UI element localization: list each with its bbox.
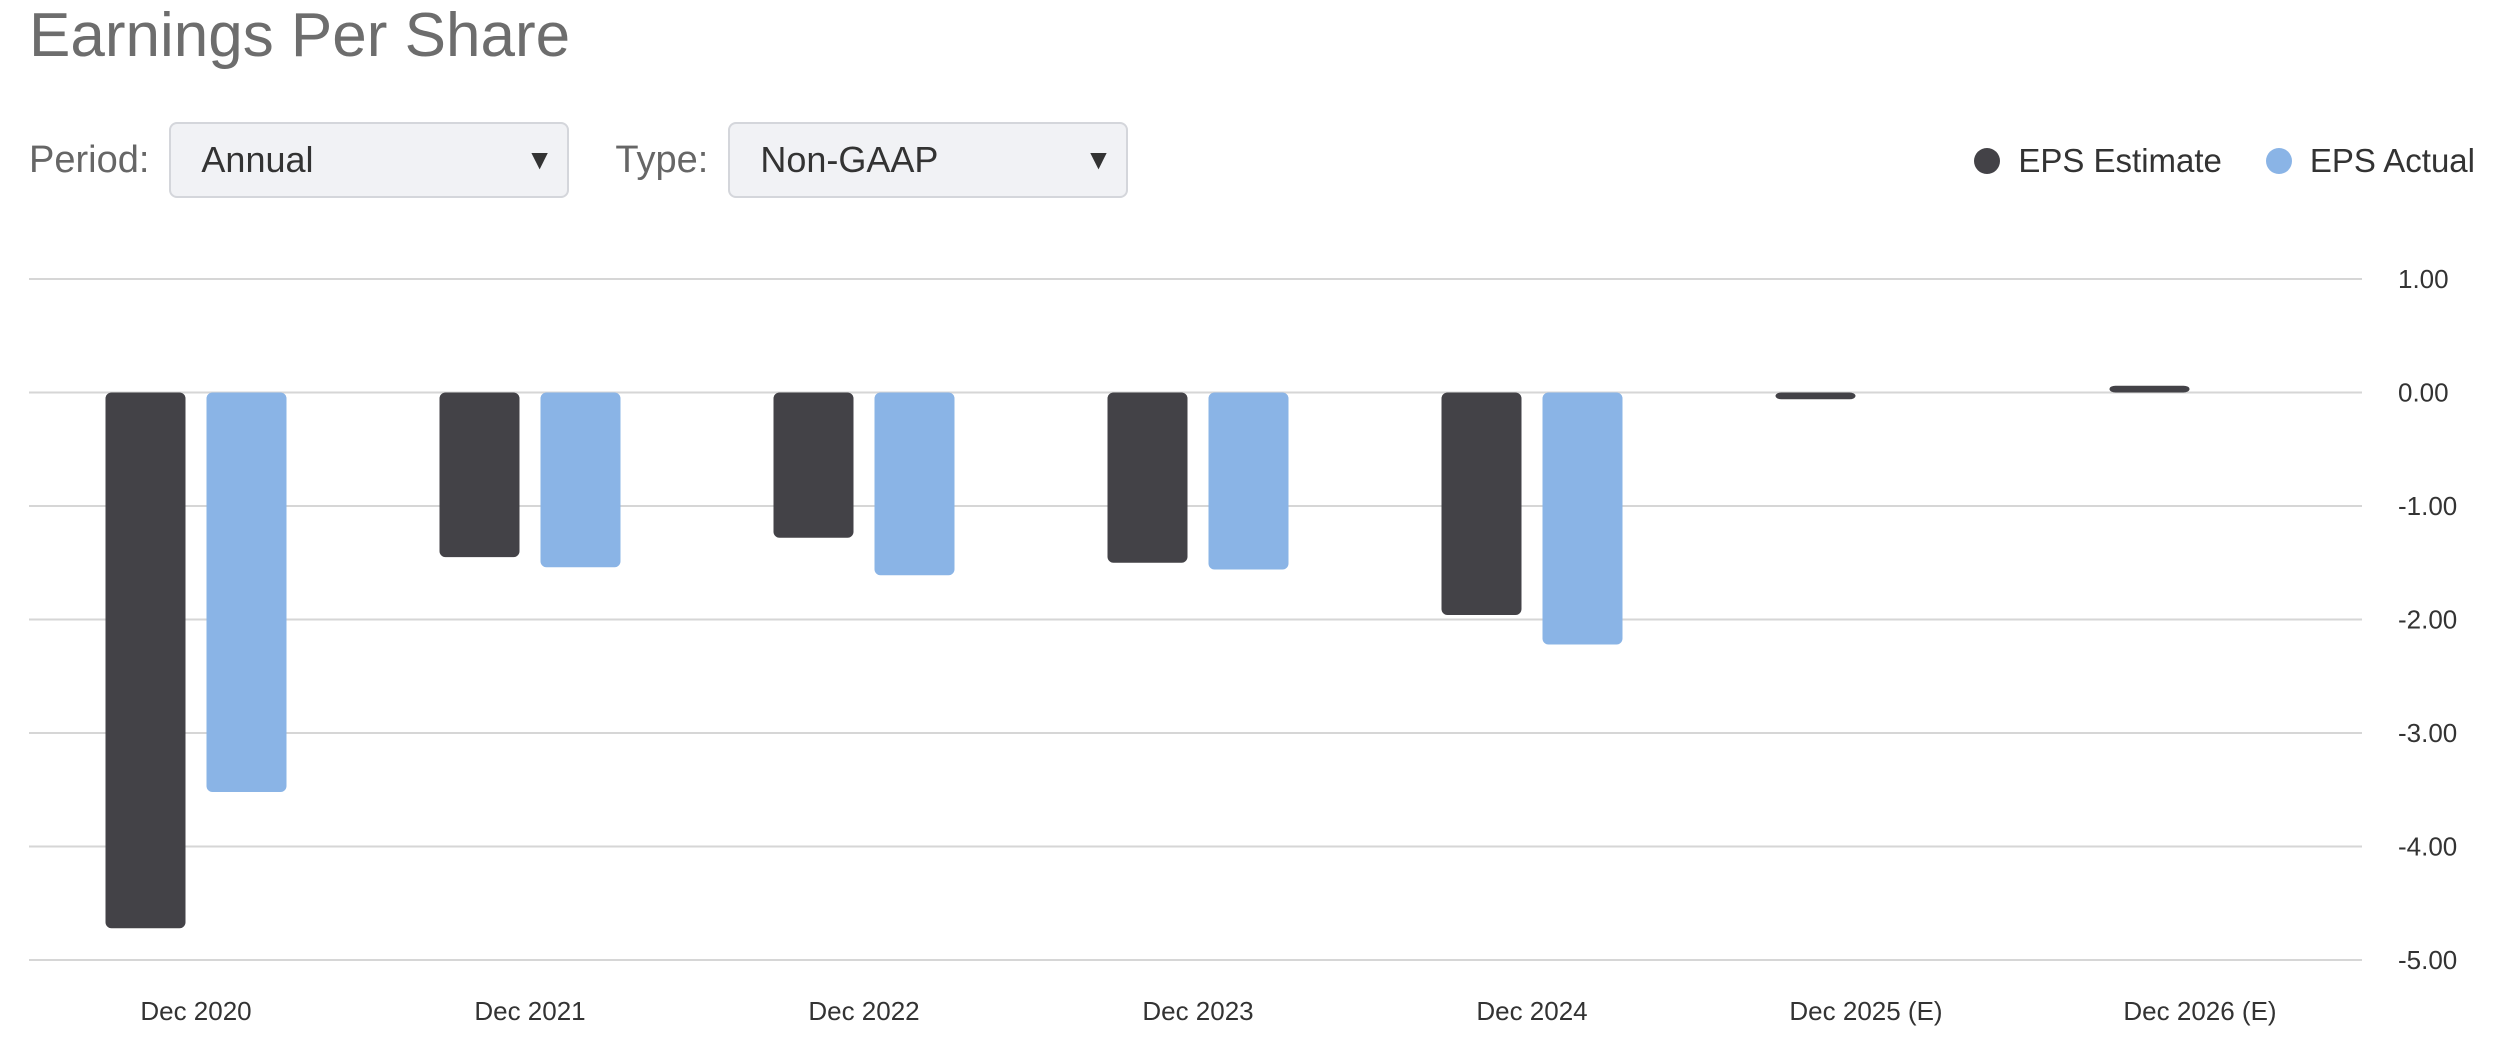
y-tick-label: -2.00 [2398,605,2457,635]
legend-label-eps-estimate: EPS Estimate [2018,142,2222,179]
y-tick-label: -3.00 [2398,718,2457,748]
page-title: Earnings Per Share [29,1,571,70]
caret-down-icon: ▼ [525,144,554,175]
bar-eps-estimate[interactable] [773,392,854,538]
y-tick-label: -5.00 [2398,945,2457,975]
chart-legend: EPS Estimate EPS Actual [1974,142,2475,180]
chart-controls: Period: Annual ▼ Type: Non-GAAP ▼ [29,122,1129,198]
bar-eps-estimate[interactable] [1441,392,1522,615]
y-tick-label: 1.00 [2398,264,2449,294]
x-tick-label: Dec 2025 (E) [1789,996,1942,1026]
y-tick-label: -1.00 [2398,491,2457,521]
bar-eps-estimate[interactable] [1775,392,1856,400]
bar-eps-actual[interactable] [1542,392,1623,645]
type-select-value: Non-GAAP [760,139,939,180]
y-tick-label: -4.00 [2398,832,2457,862]
bar-eps-actual[interactable] [206,392,287,793]
y-tick-label: 0.00 [2398,378,2449,408]
bar-eps-estimate[interactable] [105,392,186,929]
bar-eps-estimate[interactable] [2109,385,2190,393]
bar-eps-estimate[interactable] [1107,392,1188,563]
legend-item-eps-actual[interactable]: EPS Actual [2265,142,2475,180]
type-select[interactable]: Non-GAAP ▼ [728,122,1129,198]
legend-dot-eps-estimate [1974,148,2001,174]
legend-label-eps-actual: EPS Actual [2309,142,2475,179]
x-tick-label: Dec 2020 [140,996,251,1026]
type-label: Type: [615,138,709,181]
bar-eps-actual[interactable] [540,392,621,568]
x-tick-label: Dec 2024 [1476,996,1587,1026]
period-select-value: Annual [201,139,314,180]
legend-dot-eps-actual [2265,148,2292,174]
bar-eps-actual[interactable] [1208,392,1289,570]
x-tick-label: Dec 2022 [808,996,919,1026]
x-tick-label: Dec 2026 (E) [2123,996,2276,1026]
bar-eps-actual[interactable] [874,392,955,576]
x-tick-label: Dec 2021 [474,996,585,1026]
period-select[interactable]: Annual ▼ [169,122,570,198]
legend-item-eps-estimate[interactable]: EPS Estimate [1974,142,2222,180]
period-label: Period: [29,138,150,181]
x-tick-label: Dec 2023 [1142,996,1253,1026]
bar-eps-estimate[interactable] [439,392,520,558]
caret-down-icon: ▼ [1084,144,1113,175]
